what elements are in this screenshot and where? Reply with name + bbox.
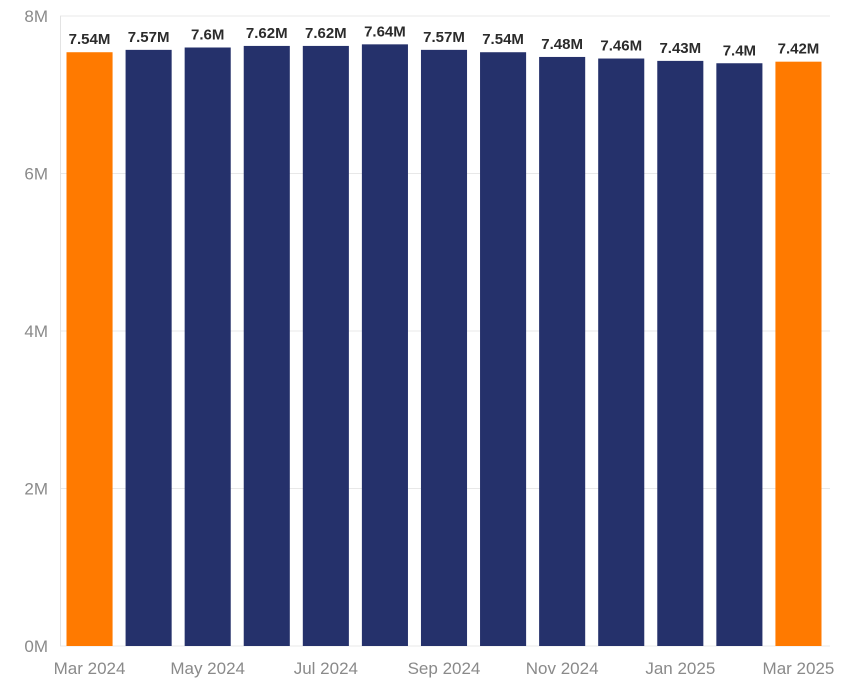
bar-value-label: 7.54M <box>69 31 111 48</box>
bars <box>66 44 822 647</box>
y-tick-label: 6M <box>24 165 48 184</box>
bar-value-label: 7.48M <box>541 36 583 53</box>
bar-jul-2024[interactable] <box>302 45 349 647</box>
x-tick-label: Jul 2024 <box>294 659 358 678</box>
bar-dec-2024[interactable] <box>598 58 645 646</box>
x-tick-label: Sep 2024 <box>408 659 481 678</box>
bar-value-label: 7.62M <box>305 25 347 42</box>
bar-nov-2024[interactable] <box>539 56 586 646</box>
y-tick-label: 0M <box>24 637 48 656</box>
bar-value-label: 7.4M <box>723 42 756 59</box>
bar-value-label: 7.54M <box>482 31 524 48</box>
bar-value-label: 7.57M <box>423 29 465 46</box>
y-tick-label: 8M <box>24 7 48 26</box>
x-axis: Mar 2024 May 2024 Jul 2024 Sep 2024 Nov 2024… <box>54 659 835 678</box>
bar-mar-2024[interactable] <box>66 52 113 647</box>
y-tick-label: 4M <box>24 322 48 341</box>
x-tick-label: Mar 2024 <box>54 659 126 678</box>
y-axis: 0M 2M 4M 6M 8M <box>24 7 48 656</box>
x-tick-label: May 2024 <box>170 659 245 678</box>
bar-mar-2025[interactable] <box>775 61 822 647</box>
bar-feb-2025[interactable] <box>716 63 763 646</box>
x-tick-label: Jan 2025 <box>645 659 715 678</box>
bar-jan-2025[interactable] <box>657 60 704 646</box>
bar-sep-2024[interactable] <box>420 49 468 647</box>
bar-value-label: 7.6M <box>191 27 224 44</box>
bar-may-2024[interactable] <box>184 47 231 647</box>
bar-value-label: 7.46M <box>600 38 642 55</box>
bar-apr-2024[interactable] <box>125 49 172 647</box>
bar-value-label: 7.43M <box>659 40 701 57</box>
bar-oct-2024[interactable] <box>480 52 527 647</box>
bar-value-label: 7.42M <box>778 41 820 58</box>
y-tick-label: 2M <box>24 480 48 499</box>
data-labels: 7.54M 7.57M 7.6M 7.62M 7.62M 7.64M 7.57M 7.54M 7… <box>69 23 820 59</box>
bar-jun-2024[interactable] <box>243 45 290 647</box>
bar-aug-2024[interactable] <box>361 44 408 647</box>
bar-value-label: 7.57M <box>128 29 170 46</box>
x-tick-label: Nov 2024 <box>526 659 599 678</box>
x-tick-label: Mar 2025 <box>763 659 835 678</box>
bar-value-label: 7.64M <box>364 23 406 40</box>
bar-value-label: 7.62M <box>246 25 288 42</box>
